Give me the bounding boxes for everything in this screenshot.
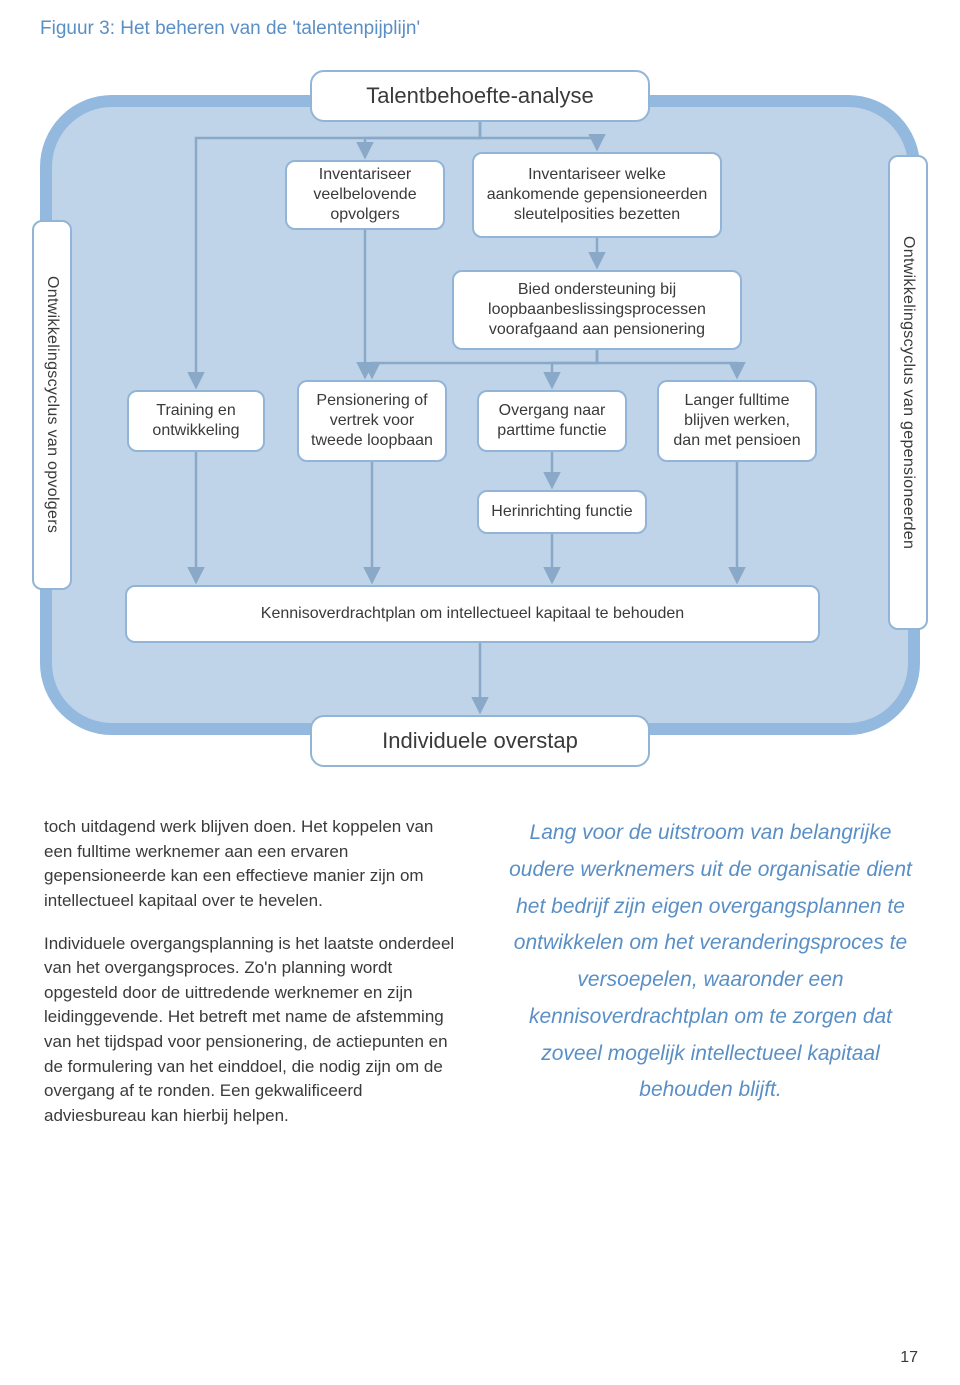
node-talentbehoefte-analyse: Talentbehoefte-analyse: [310, 70, 650, 122]
node-langer-fulltime: Langer fulltime blijven werken, dan met …: [657, 380, 817, 462]
node-pensionering: Pensionering of vertrek voor tweede loop…: [297, 380, 447, 462]
node-kennisoverdrachtplan: Kennisoverdrachtplan om intellectueel ka…: [125, 585, 820, 643]
body-paragraph-1: toch uitdagend werk blijven doen. Het ko…: [44, 815, 455, 914]
body-text-columns: toch uitdagend werk blijven doen. Het ko…: [40, 815, 920, 1129]
page-number: 17: [900, 1349, 918, 1367]
body-paragraph-2: Individuele overgangsplanning is het laa…: [44, 932, 455, 1129]
talent-pipeline-diagram: Talentbehoefte-analyse Ontwikkelingscycl…: [40, 60, 920, 780]
body-left-column: toch uitdagend werk blijven doen. Het ko…: [44, 815, 455, 1129]
figure-caption: Figuur 3: Het beheren van de 'talentenpi…: [40, 18, 920, 40]
node-overgang-parttime: Overgang naar parttime functie: [477, 390, 627, 452]
side-label-right: Ontwikkelingscyclus van gepensioneerden: [888, 155, 928, 630]
body-right-pullquote: Lang voor de uitstroom van belangrijke o…: [505, 815, 916, 1129]
node-herinrichting: Herinrichting functie: [477, 490, 647, 534]
node-bied-ondersteuning: Bied ondersteuning bij loopbaanbeslissin…: [452, 270, 742, 350]
node-inventariseer-gepensioneerden: Inventariseer welke aankomende gepension…: [472, 152, 722, 238]
node-individuele-overstap: Individuele overstap: [310, 715, 650, 767]
node-training: Training en ontwikkeling: [127, 390, 265, 452]
side-label-left: Ontwikkelingscyclus van opvolgers: [32, 220, 72, 590]
node-inventariseer-opvolgers: Inventariseer veelbelovende opvolgers: [285, 160, 445, 230]
